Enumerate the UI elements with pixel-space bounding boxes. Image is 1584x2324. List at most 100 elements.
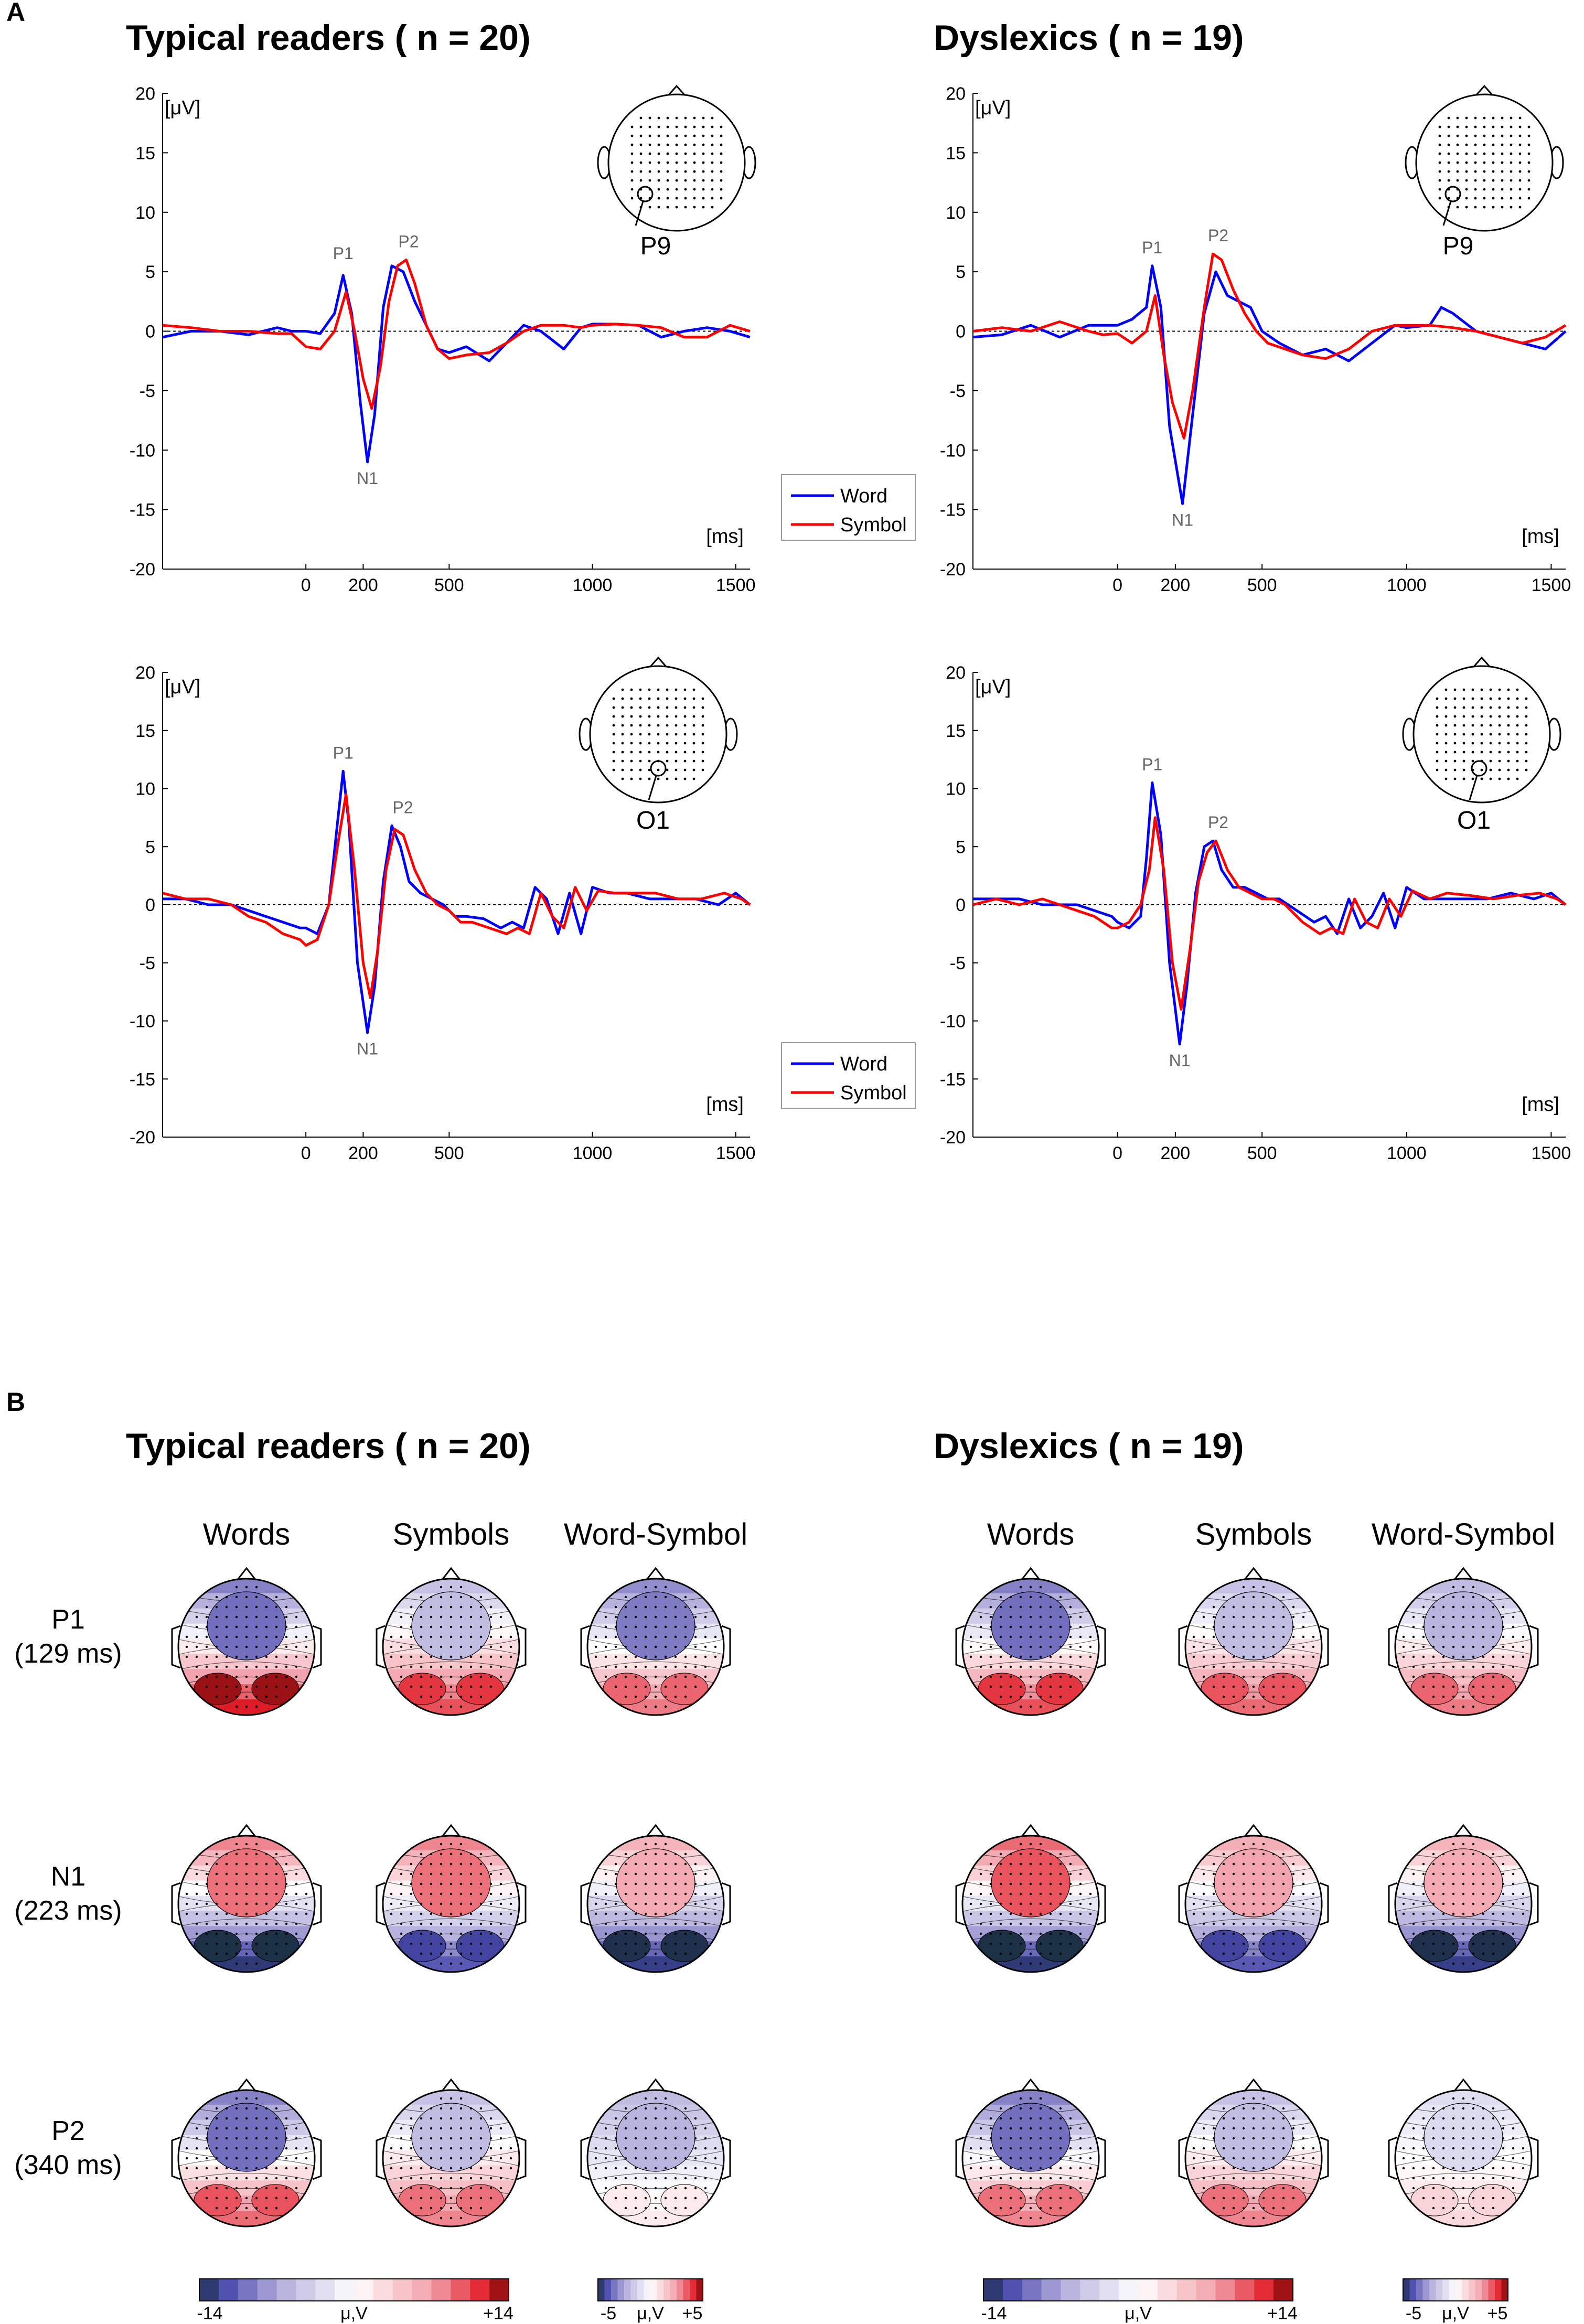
electrode-dot [1079, 1922, 1082, 1925]
right-ear-icon [517, 1882, 527, 1926]
electrode-dot [459, 1843, 463, 1846]
electrode-dot [1222, 1892, 1225, 1895]
topomap [1178, 1824, 1329, 1973]
left-ear-icon [171, 2136, 181, 2180]
electrode-dot [1312, 2147, 1315, 2150]
electrode-dot [675, 152, 678, 155]
electrode-dot [1039, 2197, 1042, 2200]
y-tick-label: 0 [145, 895, 155, 915]
electrode-dot [704, 2137, 707, 2140]
electrode-dot [255, 1843, 258, 1846]
electrode-dot [1069, 2137, 1072, 2140]
electrode-dot [440, 2097, 443, 2100]
electrode-dot [509, 1635, 512, 1638]
electrode-dot [1432, 2127, 1435, 2130]
electrode-dot [1432, 2207, 1435, 2210]
topomap-lobe-right [660, 1930, 709, 1962]
electrode-dot [1242, 1952, 1245, 1955]
electrode-dot [1452, 1872, 1455, 1876]
electrode-dot [1489, 768, 1492, 772]
electrode-dot [1069, 1912, 1072, 1915]
electrode-dot [499, 1675, 502, 1678]
electrode-dot [440, 2117, 443, 2120]
electrode-dot [1202, 2177, 1205, 2180]
electrode-dot [1502, 1892, 1505, 1895]
electrode-dot [1292, 1922, 1295, 1925]
electrode-dot [265, 1615, 268, 1619]
electrode-dot [295, 1615, 298, 1619]
electrode-dot [634, 1862, 637, 1866]
electrode-dot [1483, 152, 1486, 155]
electrode-dot [1492, 2157, 1495, 2160]
electrode-dot [714, 1912, 717, 1915]
colorbar: -5 μ,V +5 [1403, 2278, 1508, 2323]
electrode-dot [674, 2147, 677, 2150]
electrode-dot [1512, 1655, 1515, 1658]
electrode-dot [479, 2197, 483, 2200]
electrode-dot [1442, 1635, 1445, 1638]
electrode-dot [1492, 1675, 1495, 1678]
row-label-component: N1 [51, 1861, 85, 1892]
electrode-dot [1302, 2137, 1305, 2140]
electrode-dot [245, 2197, 248, 2200]
colorbar-segment [1455, 2279, 1462, 2301]
electrode-dot [666, 759, 669, 763]
topomap-lobe-left [1410, 1673, 1459, 1705]
electrode-dot [479, 1892, 483, 1895]
electrode-dot [1202, 1625, 1205, 1629]
colorbar-segment [1409, 2279, 1417, 2301]
electrode-dot [1029, 1952, 1032, 1955]
colorbar-segment [598, 2279, 605, 2301]
electrode-dot [1252, 2137, 1255, 2140]
electrode-dot [499, 1615, 502, 1619]
electrode-dot [1518, 134, 1522, 137]
electrode-dot [265, 1635, 268, 1638]
left-ear-icon [580, 1882, 590, 1926]
electrode-dot [654, 1635, 657, 1638]
electrode-dot [1432, 2157, 1435, 2160]
electrode-dot [664, 1655, 667, 1658]
electrode-dot [440, 2157, 443, 2160]
electrode-dot [989, 1685, 992, 1688]
right-ear-icon [1096, 2136, 1106, 2180]
electrode-dot [969, 2147, 972, 2150]
colorbar-segment [983, 2279, 1003, 2301]
electrode-pointer-line [635, 201, 644, 226]
electrode-dot [1452, 1952, 1455, 1955]
electrode-dot [1059, 2157, 1062, 2160]
electrode-dot [275, 2117, 278, 2120]
electrode-dot [1462, 2127, 1465, 2130]
electrode-dot [1422, 1862, 1425, 1866]
colorbar-segment [604, 2279, 612, 2301]
electrode-dot [1412, 1872, 1415, 1876]
electrode-dot [469, 1892, 473, 1895]
electrode-dot [1222, 1952, 1225, 1955]
electrode-dot [1489, 697, 1492, 700]
electrode-dot [1262, 1882, 1265, 1886]
group-title-dyslexic-b: Dyslexics ( n = 19) [934, 1426, 1244, 1466]
electrode-dot [674, 1685, 677, 1688]
electrode-dot [979, 1922, 982, 1925]
electrode-dot [1432, 2177, 1435, 2180]
electrode-dot [1049, 2177, 1052, 2180]
electrode-dot [1432, 1952, 1435, 1955]
electrode-dot [265, 1695, 268, 1698]
electrode-dot [989, 1902, 992, 1905]
electrode-dot [459, 2107, 463, 2110]
electrode-dot [1202, 2157, 1205, 2160]
electrode-dot [1502, 1635, 1505, 1638]
electrode-dot [1039, 1605, 1042, 1609]
electrode-dot [664, 2216, 667, 2220]
electrode-dot [459, 1912, 463, 1915]
electrode-dot [1262, 1862, 1265, 1866]
electrode-dot [604, 1675, 607, 1678]
electrode-dot [1202, 1872, 1205, 1876]
electrode-dot [1019, 2177, 1022, 2180]
electrode-dot [1422, 1665, 1425, 1668]
electrode-dot [265, 2147, 268, 2150]
electrode-dot [245, 1595, 248, 1599]
electrode-dot [1489, 724, 1492, 727]
electrode-dot [692, 706, 695, 709]
topomap-lobe-right [251, 1673, 299, 1705]
